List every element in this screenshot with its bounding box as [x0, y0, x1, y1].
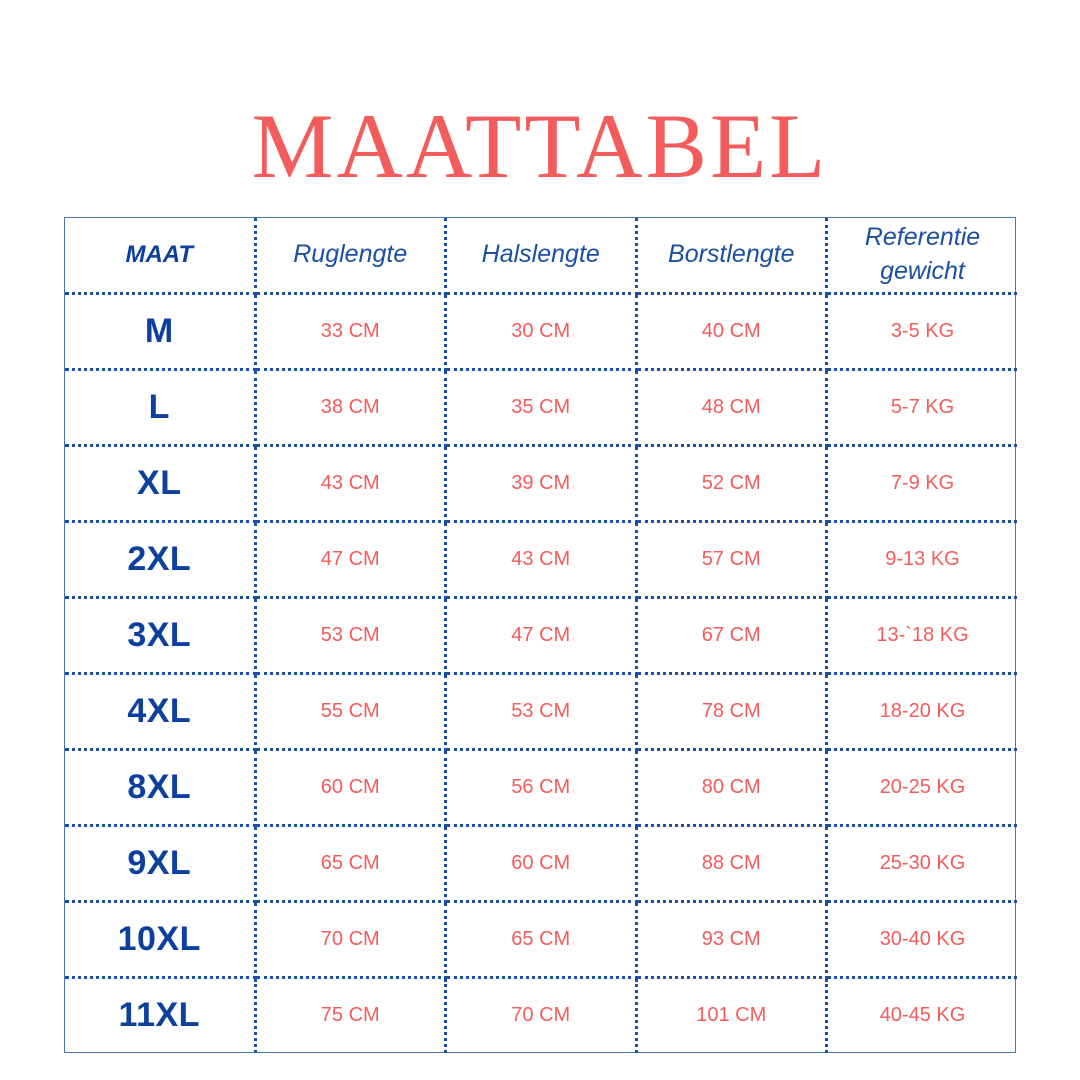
neck-length-cell: 43 CM [445, 521, 638, 599]
back-length-cell: 38 CM [255, 369, 447, 447]
chest-length-cell: 88 CM [636, 825, 828, 903]
size-cell: M [65, 293, 257, 371]
weight-cell: 3-5 KG [826, 293, 1017, 371]
page-title: MAATTABEL [251, 95, 829, 197]
neck-length-cell: 47 CM [445, 597, 638, 675]
back-length-cell: 65 CM [255, 825, 447, 903]
header-chest-length: Borstlengte [636, 218, 828, 295]
chest-length-cell: 57 CM [636, 521, 828, 599]
header-back-length: Ruglengte [255, 218, 447, 295]
neck-length-cell: 39 CM [445, 445, 638, 523]
header-weight-line1: Referentie [864, 223, 981, 251]
neck-length-cell: 30 CM [445, 293, 638, 371]
back-length-cell: 47 CM [255, 521, 447, 599]
table-row: 11XL 75 CM 70 CM 101 CM 40-45 KG [65, 977, 1017, 1053]
back-length-cell: 60 CM [255, 749, 447, 827]
header-reference-weight: Referentie gewicht [826, 218, 1017, 295]
back-length-cell: 55 CM [255, 673, 447, 751]
neck-length-cell: 53 CM [445, 673, 638, 751]
table-row: 10XL 70 CM 65 CM 93 CM 30-40 KG [65, 901, 1017, 979]
size-cell: L [65, 369, 257, 447]
weight-cell: 40-45 KG [879, 1004, 966, 1027]
back-length-cell: 43 CM [255, 445, 447, 523]
weight-cell: 5-7 KG [826, 369, 1017, 447]
header-weight-line2: gewicht [880, 256, 965, 285]
back-length-cell: 75 CM [255, 977, 447, 1053]
weight-cell: 30-40 KG [826, 901, 1017, 979]
size-cell: 11XL [65, 977, 257, 1053]
table-row: 4XL 55 CM 53 CM 78 CM 18-20 KG [65, 673, 1017, 751]
back-length-cell: 70 CM [255, 901, 447, 979]
chest-length-cell: 52 CM [636, 445, 828, 523]
chest-length-cell: 101 CM [636, 977, 828, 1053]
header-row: MAAT Ruglengte Halslengte Borstlengte Re… [65, 218, 1017, 295]
weight-cell: 20-25 KG [826, 749, 1017, 827]
weight-cell: 25-30 KG [826, 825, 1017, 903]
table-row: L 38 CM 35 CM 48 CM 5-7 KG [65, 369, 1017, 447]
neck-length-cell: 35 CM [445, 369, 638, 447]
chest-length-cell: 48 CM [636, 369, 828, 447]
weight-cell: 7-9 KG [826, 445, 1017, 523]
size-cell: XL [65, 445, 257, 523]
header-size: MAAT [65, 218, 257, 295]
size-chart: MAAT Ruglengte Halslengte Borstlengte Re… [64, 217, 1017, 1053]
neck-length-cell: 60 CM [445, 825, 638, 903]
back-length-cell: 33 CM [255, 293, 447, 371]
chest-length-cell: 78 CM [636, 673, 828, 751]
chest-length-cell: 40 CM [636, 293, 828, 371]
size-cell: 2XL [65, 521, 257, 599]
neck-length-cell: 70 CM [445, 977, 638, 1053]
weight-cell: 9-13 KG [826, 521, 1017, 599]
table-row: 9XL 65 CM 60 CM 88 CM 25-30 KG [65, 825, 1017, 903]
table-row: M 33 CM 30 CM 40 CM 3-5 KG [65, 293, 1017, 371]
size-cell: 10XL [65, 901, 257, 979]
neck-length-cell: 56 CM [445, 749, 638, 827]
size-cell: 3XL [65, 597, 257, 675]
table-row: 3XL 53 CM 47 CM 67 CM 13-`18 KG [65, 597, 1017, 675]
table-row: XL 43 CM 39 CM 52 CM 7-9 KG [65, 445, 1017, 523]
table-row: 2XL 47 CM 43 CM 57 CM 9-13 KG [65, 521, 1017, 599]
back-length-cell: 53 CM [255, 597, 447, 675]
chest-length-cell: 93 CM [636, 901, 828, 979]
size-cell: 8XL [65, 749, 257, 827]
size-table: MAAT Ruglengte Halslengte Borstlengte Re… [65, 218, 1017, 1053]
chest-length-cell: 67 CM [636, 597, 828, 675]
weight-cell: 18-20 KG [826, 673, 1017, 751]
header-neck-length: Halslengte [445, 218, 638, 295]
table-row: 8XL 60 CM 56 CM 80 CM 20-25 KG [65, 749, 1017, 827]
neck-length-cell: 65 CM [445, 901, 638, 979]
size-cell: 9XL [65, 825, 257, 903]
size-cell: 4XL [65, 673, 257, 751]
chest-length-cell: 80 CM [636, 749, 828, 827]
weight-cell: 13-`18 KG [826, 597, 1017, 675]
